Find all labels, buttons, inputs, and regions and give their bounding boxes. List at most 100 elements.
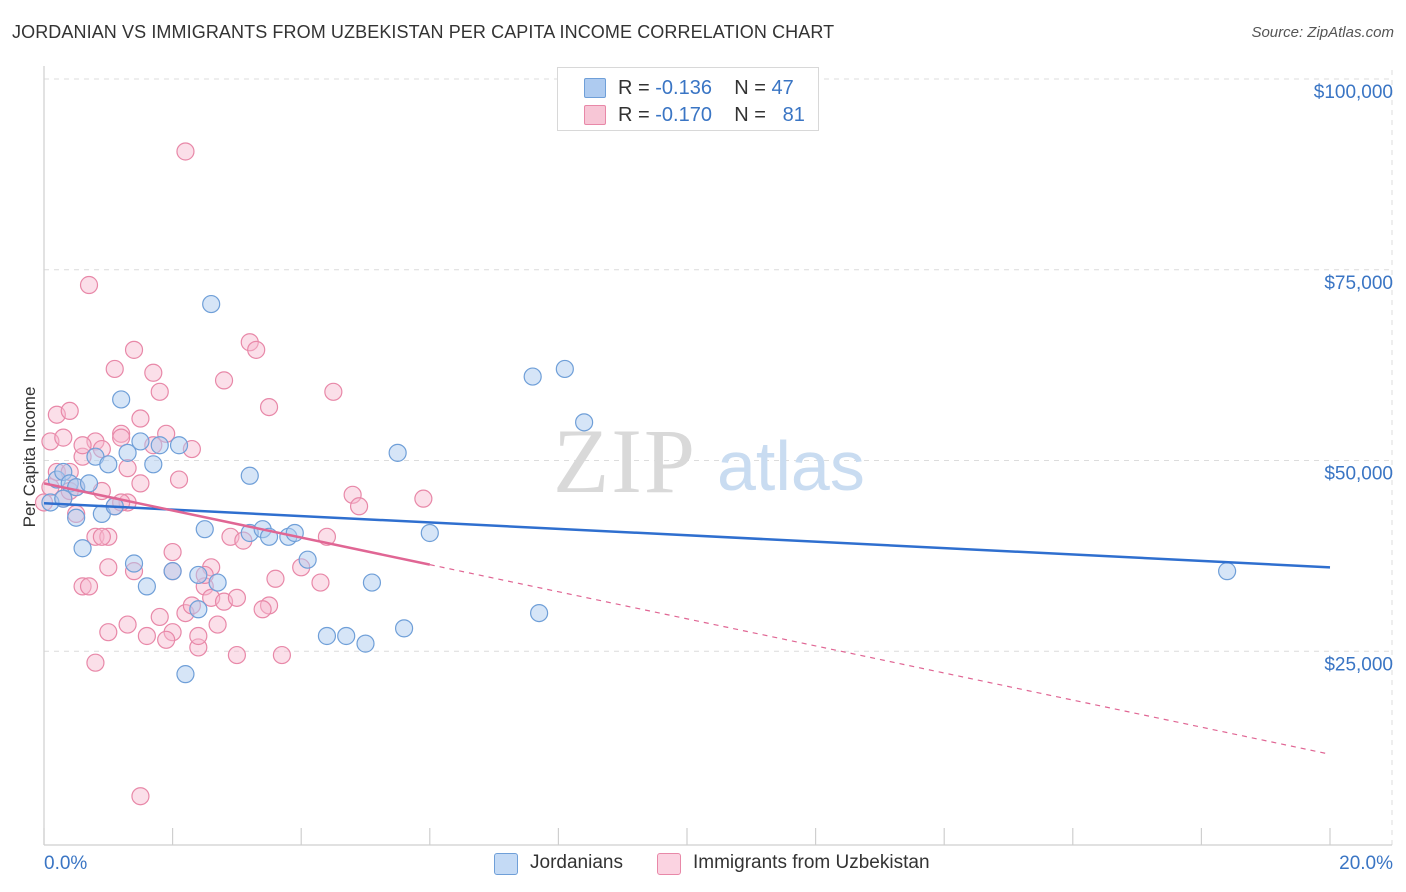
uzbekistan-point [414,489,433,508]
jordanian-point [189,600,208,619]
uzbekistan-point [176,142,195,161]
uzbekistan-point [266,569,285,588]
uzbekistan-point [163,623,182,642]
uzbekistan-point [92,527,111,546]
jordanian-point [169,436,189,455]
axis-labels: $25,000 $50,000 $75,000 $100,000 0.0% 20.0% Pe… [20,82,1393,874]
y-tick-label: $50,000 [1324,464,1393,485]
series-legend: Jordanians Immigrants from Uzbekistan [0,851,1406,879]
uzbekistan-point [349,497,369,516]
uzbekistan-point [137,626,156,646]
uzbekistan-point [73,436,92,455]
legend-n-value: 81 [782,104,805,126]
uzbekistan-point [131,409,150,428]
uzbekistan-trend-line [43,482,431,566]
jordanian-point [575,413,594,432]
y-tick-label: $100,000 [1314,82,1393,103]
jordanian-point [317,626,337,646]
jordanian-point [176,665,195,684]
uzbekistan-point [131,474,150,493]
jordanian-point [523,367,542,386]
legend-n-value: 47 [771,77,794,99]
uzbekistan-point [144,363,163,382]
legend-label-uzbekistan: Immigrants from Uzbekistan [693,852,930,873]
jordanian-point [163,562,182,581]
jordanian-point [388,443,407,462]
uzbekistan-point [150,607,169,627]
jordanian-point [79,474,99,493]
uzbekistan-point [86,527,105,546]
axis-layer [43,66,1392,846]
uzbekistan-point [157,630,176,649]
y-axis-label: Per Capita Income [20,387,39,528]
uzbekistan-point [227,645,246,665]
uzbekistan-point [311,573,330,592]
legend-n-label: N = [734,77,772,99]
uzbekistan-point [124,340,144,359]
uzbekistan-point [86,653,105,672]
series-jordanians-points [41,294,1237,684]
legend-swatch-blue [494,853,518,875]
jordanian-point [394,619,414,638]
series-uzbekistan-points [34,142,433,806]
y-tick-label: $75,000 [1324,273,1393,294]
chart-title: JORDANIAN VS IMMIGRANTS FROM UZBEKISTAN … [12,22,835,42]
uzbekistan-point [253,600,272,619]
jordanian-point [137,577,156,596]
uzbekistan-point [131,787,150,806]
uzbekistan-point [105,359,124,379]
jordanian-point [530,603,549,623]
jordanian-point [240,466,259,485]
uzbekistan-point [99,527,118,546]
uzbekistan-point [79,577,99,596]
legend-r-label: R = [618,77,656,99]
jordanian-point [195,520,214,539]
jordanian-point [189,565,208,585]
jordanian-point [202,294,221,314]
jordanian-point [362,573,382,592]
uzbekistan-point [272,645,292,665]
jordanian-point [73,539,92,558]
legend-r-label: R = [618,104,656,126]
x-tick-label: 0.0% [44,853,87,874]
uzbekistan-point [343,485,362,504]
legend-swatch-blue [584,78,606,98]
jordanian-point [112,390,131,409]
uzbekistan-point [99,558,118,577]
jordanian-point [298,550,317,569]
uzbekistan-point [118,615,137,634]
watermark-atlas: atlas [717,427,865,505]
jordanian-point [118,443,137,462]
uzbekistan-point [169,470,189,489]
jordanian-point [144,455,163,474]
jordanians-trend-line [43,501,1331,569]
jordanian-point [1218,562,1237,581]
uzbekistan-point [79,275,99,295]
uzbekistan-point [259,397,279,417]
uzbekistan-point [163,542,182,562]
jordanian-point [208,573,227,592]
legend-swatch-pink [657,853,681,875]
jordanian-point [67,508,86,527]
jordanian-point [337,626,356,646]
uzbekistan-point [54,428,73,447]
uzbekistan-point [324,382,343,401]
uzbekistan-point [118,459,137,478]
uzbekistan-point [208,615,227,634]
legend-r-value: -0.170 [655,104,712,126]
jordanian-point [555,359,574,379]
x-tick-label: 20.0% [1339,853,1393,874]
jordanian-point [420,523,439,543]
jordanian-point [124,554,144,573]
correlation-legend: R = -0.136 N = 47 R = -0.170 N = 81 [557,67,819,131]
uzbekistan-point [227,588,246,607]
jordanian-point [356,634,375,653]
uzbekistan-trend-extension [429,564,1331,755]
y-tick-label: $25,000 [1324,654,1393,675]
jordanian-point [99,455,118,474]
uzbekistan-point [189,626,208,646]
source-label: Source: ZipAtlas.com [1251,24,1394,41]
uzbekistan-point [214,371,234,390]
trend-lines [43,482,1331,755]
